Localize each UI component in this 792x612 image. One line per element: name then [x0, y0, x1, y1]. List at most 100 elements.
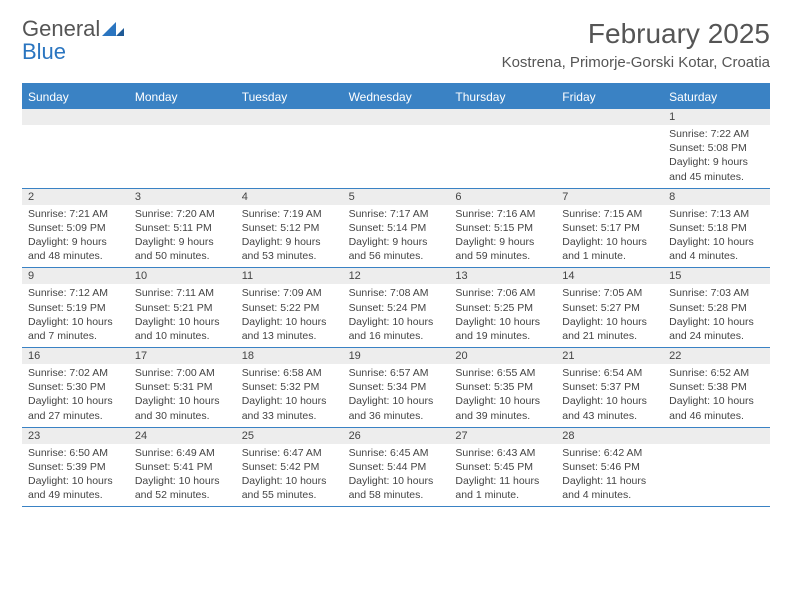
day-number [236, 109, 343, 125]
daylight-text: Daylight: 10 hours and 13 minutes. [242, 315, 337, 343]
day-number: 27 [449, 428, 556, 444]
sunset-text: Sunset: 5:35 PM [455, 380, 550, 394]
logo-word1: General [22, 16, 100, 41]
calendar-cell: 2Sunrise: 7:21 AMSunset: 5:09 PMDaylight… [22, 189, 129, 268]
calendar-cell: 8Sunrise: 7:13 AMSunset: 5:18 PMDaylight… [663, 189, 770, 268]
day-header-sunday: Sunday [22, 85, 129, 109]
sunrise-text: Sunrise: 6:50 AM [28, 446, 123, 460]
sunrise-text: Sunrise: 7:15 AM [562, 207, 657, 221]
sunset-text: Sunset: 5:11 PM [135, 221, 230, 235]
calendar-cell: 25Sunrise: 6:47 AMSunset: 5:42 PMDayligh… [236, 428, 343, 507]
sunrise-text: Sunrise: 6:49 AM [135, 446, 230, 460]
sunset-text: Sunset: 5:28 PM [669, 301, 764, 315]
day-number [343, 109, 450, 125]
daylight-text: Daylight: 10 hours and 4 minutes. [669, 235, 764, 263]
week-row: 16Sunrise: 7:02 AMSunset: 5:30 PMDayligh… [22, 348, 770, 428]
daylight-text: Daylight: 10 hours and 19 minutes. [455, 315, 550, 343]
sunrise-text: Sunrise: 7:05 AM [562, 286, 657, 300]
day-info: Sunrise: 6:55 AMSunset: 5:35 PMDaylight:… [449, 364, 556, 427]
sunrise-text: Sunrise: 6:47 AM [242, 446, 337, 460]
calendar-cell: 3Sunrise: 7:20 AMSunset: 5:11 PMDaylight… [129, 189, 236, 268]
sunset-text: Sunset: 5:32 PM [242, 380, 337, 394]
sunset-text: Sunset: 5:31 PM [135, 380, 230, 394]
day-number: 5 [343, 189, 450, 205]
week-row: 9Sunrise: 7:12 AMSunset: 5:19 PMDaylight… [22, 268, 770, 348]
daylight-text: Daylight: 10 hours and 39 minutes. [455, 394, 550, 422]
calendar-cell: 21Sunrise: 6:54 AMSunset: 5:37 PMDayligh… [556, 348, 663, 427]
day-info [663, 444, 770, 500]
day-info: Sunrise: 6:43 AMSunset: 5:45 PMDaylight:… [449, 444, 556, 507]
day-info [129, 125, 236, 181]
day-info [556, 125, 663, 181]
day-number: 21 [556, 348, 663, 364]
calendar-cell: 16Sunrise: 7:02 AMSunset: 5:30 PMDayligh… [22, 348, 129, 427]
sunset-text: Sunset: 5:14 PM [349, 221, 444, 235]
day-number: 1 [663, 109, 770, 125]
day-number [663, 428, 770, 444]
day-number: 24 [129, 428, 236, 444]
sunrise-text: Sunrise: 6:42 AM [562, 446, 657, 460]
day-number: 4 [236, 189, 343, 205]
day-info: Sunrise: 7:05 AMSunset: 5:27 PMDaylight:… [556, 284, 663, 347]
daylight-text: Daylight: 11 hours and 1 minute. [455, 474, 550, 502]
day-number: 15 [663, 268, 770, 284]
sunrise-text: Sunrise: 6:54 AM [562, 366, 657, 380]
calendar-cell: 17Sunrise: 7:00 AMSunset: 5:31 PMDayligh… [129, 348, 236, 427]
day-number: 16 [22, 348, 129, 364]
calendar-cell: 27Sunrise: 6:43 AMSunset: 5:45 PMDayligh… [449, 428, 556, 507]
daylight-text: Daylight: 10 hours and 52 minutes. [135, 474, 230, 502]
week-row: 1Sunrise: 7:22 AMSunset: 5:08 PMDaylight… [22, 109, 770, 189]
day-info: Sunrise: 7:21 AMSunset: 5:09 PMDaylight:… [22, 205, 129, 268]
daylight-text: Daylight: 10 hours and 7 minutes. [28, 315, 123, 343]
daylight-text: Daylight: 11 hours and 4 minutes. [562, 474, 657, 502]
daylight-text: Daylight: 10 hours and 55 minutes. [242, 474, 337, 502]
day-number: 6 [449, 189, 556, 205]
calendar-cell: 19Sunrise: 6:57 AMSunset: 5:34 PMDayligh… [343, 348, 450, 427]
day-header-monday: Monday [129, 85, 236, 109]
day-info: Sunrise: 7:11 AMSunset: 5:21 PMDaylight:… [129, 284, 236, 347]
calendar-cell [129, 109, 236, 188]
day-number: 23 [22, 428, 129, 444]
sunset-text: Sunset: 5:34 PM [349, 380, 444, 394]
daylight-text: Daylight: 9 hours and 53 minutes. [242, 235, 337, 263]
daylight-text: Daylight: 9 hours and 48 minutes. [28, 235, 123, 263]
calendar-cell: 13Sunrise: 7:06 AMSunset: 5:25 PMDayligh… [449, 268, 556, 347]
calendar-cell: 4Sunrise: 7:19 AMSunset: 5:12 PMDaylight… [236, 189, 343, 268]
day-number: 17 [129, 348, 236, 364]
sunset-text: Sunset: 5:19 PM [28, 301, 123, 315]
day-number: 14 [556, 268, 663, 284]
day-number: 22 [663, 348, 770, 364]
day-info: Sunrise: 7:16 AMSunset: 5:15 PMDaylight:… [449, 205, 556, 268]
daylight-text: Daylight: 10 hours and 36 minutes. [349, 394, 444, 422]
calendar-cell: 18Sunrise: 6:58 AMSunset: 5:32 PMDayligh… [236, 348, 343, 427]
day-info [236, 125, 343, 181]
month-title: February 2025 [502, 18, 770, 50]
day-info: Sunrise: 6:47 AMSunset: 5:42 PMDaylight:… [236, 444, 343, 507]
calendar-cell: 26Sunrise: 6:45 AMSunset: 5:44 PMDayligh… [343, 428, 450, 507]
day-info: Sunrise: 7:15 AMSunset: 5:17 PMDaylight:… [556, 205, 663, 268]
day-number: 25 [236, 428, 343, 444]
sunrise-text: Sunrise: 6:57 AM [349, 366, 444, 380]
header: General Blue February 2025 Kostrena, Pri… [0, 0, 792, 77]
sunset-text: Sunset: 5:22 PM [242, 301, 337, 315]
calendar-cell [236, 109, 343, 188]
sunset-text: Sunset: 5:39 PM [28, 460, 123, 474]
daylight-text: Daylight: 9 hours and 45 minutes. [669, 155, 764, 183]
day-number: 28 [556, 428, 663, 444]
day-info: Sunrise: 7:12 AMSunset: 5:19 PMDaylight:… [22, 284, 129, 347]
logo-mark-icon [102, 23, 124, 40]
week-row: 2Sunrise: 7:21 AMSunset: 5:09 PMDaylight… [22, 189, 770, 269]
calendar: Sunday Monday Tuesday Wednesday Thursday… [22, 83, 770, 507]
sunrise-text: Sunrise: 6:58 AM [242, 366, 337, 380]
day-info [343, 125, 450, 181]
daylight-text: Daylight: 10 hours and 43 minutes. [562, 394, 657, 422]
calendar-cell: 24Sunrise: 6:49 AMSunset: 5:41 PMDayligh… [129, 428, 236, 507]
sunrise-text: Sunrise: 6:45 AM [349, 446, 444, 460]
day-number: 9 [22, 268, 129, 284]
day-header-wednesday: Wednesday [343, 85, 450, 109]
day-info: Sunrise: 6:42 AMSunset: 5:46 PMDaylight:… [556, 444, 663, 507]
daylight-text: Daylight: 9 hours and 56 minutes. [349, 235, 444, 263]
sunrise-text: Sunrise: 7:02 AM [28, 366, 123, 380]
sunset-text: Sunset: 5:12 PM [242, 221, 337, 235]
day-info: Sunrise: 6:50 AMSunset: 5:39 PMDaylight:… [22, 444, 129, 507]
